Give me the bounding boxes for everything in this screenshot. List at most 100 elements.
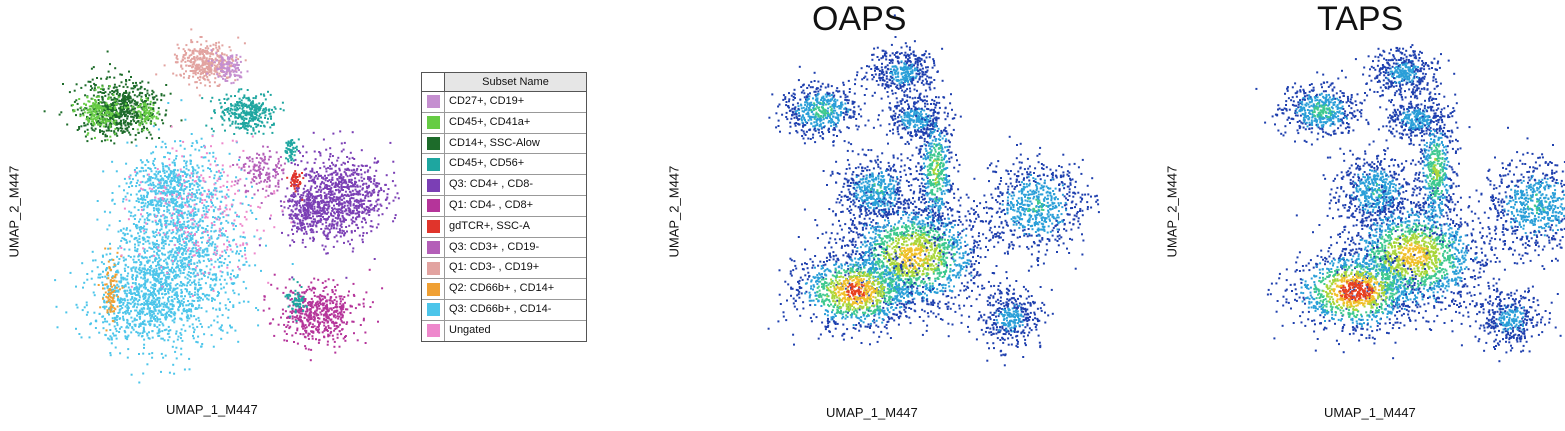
- data-point: [364, 190, 367, 193]
- data-point: [102, 327, 105, 330]
- data-point: [347, 187, 349, 189]
- data-point: [135, 274, 138, 277]
- data-point: [356, 226, 359, 229]
- data-point: [166, 206, 169, 209]
- data-point: [247, 204, 250, 206]
- data-point: [238, 259, 241, 262]
- data-point: [386, 193, 389, 196]
- data-point: [345, 194, 348, 197]
- data-point: [187, 220, 190, 223]
- data-point: [219, 54, 222, 57]
- data-point: [333, 340, 336, 343]
- data-point: [94, 259, 97, 262]
- data-point: [169, 240, 172, 243]
- data-point: [198, 49, 201, 52]
- data-point: [308, 180, 311, 183]
- data-point: [145, 109, 148, 112]
- data-point: [201, 343, 204, 345]
- data-point: [124, 102, 127, 105]
- data-point: [232, 65, 234, 67]
- data-point: [237, 64, 240, 66]
- data-point: [218, 234, 220, 237]
- data-point: [326, 310, 329, 313]
- data-point: [142, 125, 145, 128]
- data-point: [320, 299, 323, 302]
- data-point: [318, 215, 320, 217]
- data-point: [326, 187, 328, 190]
- data-point: [162, 231, 165, 234]
- data-point: [364, 331, 367, 334]
- data-point: [145, 228, 148, 231]
- data-point: [73, 89, 76, 92]
- data-point: [343, 197, 346, 200]
- data-point: [343, 206, 346, 209]
- data-point: [179, 226, 182, 228]
- data-point: [357, 193, 360, 196]
- data-point: [124, 95, 127, 98]
- data-point: [314, 210, 317, 213]
- data-point: [311, 212, 314, 215]
- data-point: [241, 125, 244, 128]
- data-point: [189, 239, 192, 242]
- data-point: [182, 217, 185, 220]
- data-point: [153, 242, 156, 245]
- data-point: [145, 97, 148, 100]
- data-point: [376, 185, 379, 188]
- data-point: [343, 321, 345, 324]
- data-point: [208, 238, 211, 241]
- data-point: [237, 113, 240, 116]
- data-point: [215, 252, 218, 255]
- data-point: [212, 345, 215, 348]
- data-point: [223, 112, 225, 115]
- data-point: [325, 305, 328, 308]
- data-point: [310, 348, 313, 351]
- data-point: [308, 213, 311, 216]
- data-point: [148, 167, 151, 170]
- data-point: [90, 127, 93, 130]
- data-point: [210, 235, 213, 238]
- data-point: [332, 163, 335, 166]
- data-point: [328, 223, 331, 226]
- data-point: [190, 61, 192, 64]
- data-point: [154, 288, 157, 290]
- data-point: [298, 204, 301, 207]
- data-point: [116, 98, 119, 101]
- data-point: [134, 246, 136, 249]
- data-point: [372, 182, 375, 185]
- data-point: [333, 345, 336, 348]
- data-point: [117, 127, 120, 130]
- data-point: [377, 193, 380, 196]
- data-point: [228, 119, 231, 122]
- data-point: [190, 258, 193, 261]
- data-point: [361, 187, 364, 190]
- data-point: [90, 111, 93, 114]
- data-point: [126, 311, 129, 314]
- data-point: [233, 105, 236, 108]
- data-point: [215, 59, 218, 62]
- data-point: [210, 72, 213, 75]
- data-point: [228, 75, 231, 78]
- data-point: [244, 247, 246, 249]
- data-point: [164, 266, 167, 269]
- data-point: [132, 266, 135, 269]
- data-point: [368, 179, 371, 182]
- data-point: [132, 118, 135, 121]
- data-point: [302, 210, 305, 213]
- data-point: [227, 56, 229, 59]
- data-point: [142, 295, 145, 298]
- data-point: [188, 253, 191, 256]
- data-point: [197, 72, 200, 75]
- data-point: [136, 300, 139, 303]
- data-point: [221, 255, 224, 258]
- data-point: [338, 200, 341, 203]
- data-point: [108, 307, 111, 310]
- data-point: [256, 111, 259, 114]
- data-point: [254, 106, 257, 109]
- data-point: [342, 230, 345, 233]
- data-point: [228, 152, 231, 155]
- data-point: [251, 197, 254, 199]
- data-point: [103, 92, 105, 94]
- data-point: [304, 345, 307, 348]
- data-point: [237, 340, 240, 343]
- data-point: [162, 356, 165, 359]
